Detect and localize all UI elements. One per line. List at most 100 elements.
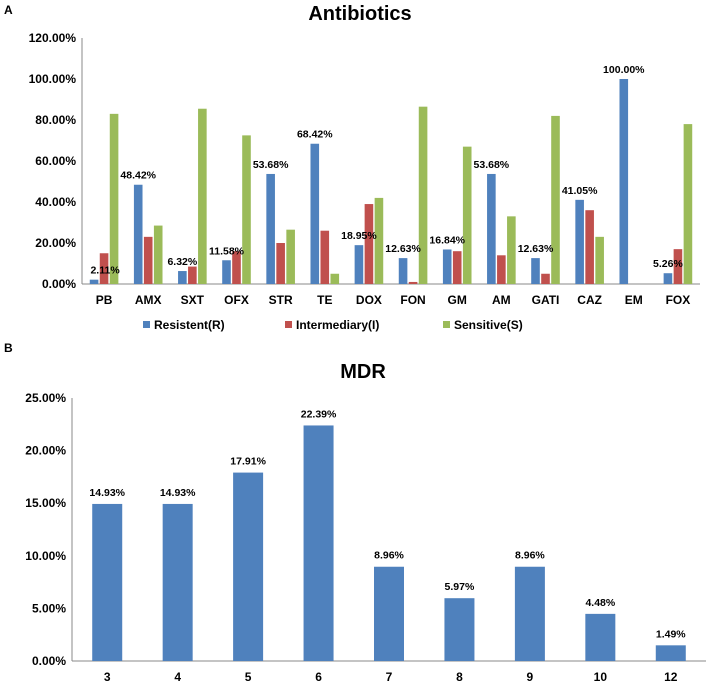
bar-resistent-r-ofx — [222, 260, 231, 284]
data-label-dox: 18.95% — [341, 230, 377, 242]
data-label-gati: 12.63% — [518, 243, 554, 255]
bars-b — [92, 425, 686, 661]
bar-intermediary-i-str — [276, 243, 285, 284]
category-label-amx: AMX — [135, 293, 162, 307]
panel-letter-b: B — [4, 341, 13, 355]
data-label-mdr-6: 22.39% — [301, 408, 337, 420]
bar-intermediary-i-gati — [541, 273, 550, 284]
bar-mdr-6 — [303, 425, 334, 661]
bar-sensitive-s-fox — [683, 124, 693, 284]
bars-a — [89, 79, 693, 285]
bar-sensitive-s-am — [507, 216, 516, 284]
bar-resistent-r-gm — [442, 249, 452, 284]
category-label-fon: FON — [400, 293, 425, 307]
data-label-gm: 16.84% — [429, 234, 465, 246]
category-label-mdr-9: 9 — [527, 670, 534, 684]
data-label-te: 68.42% — [297, 129, 333, 141]
bar-intermediary-i-pb — [99, 253, 109, 284]
category-label-am: AM — [492, 293, 511, 307]
bar-mdr-3 — [92, 503, 123, 661]
bar-sensitive-s-fon — [418, 106, 428, 284]
category-label-mdr-5: 5 — [245, 670, 252, 684]
category-label-mdr-8: 8 — [456, 670, 463, 684]
bar-mdr-8 — [444, 598, 475, 661]
category-label-pb: PB — [96, 293, 113, 307]
legend-swatch-sensitive-s — [443, 321, 450, 328]
bar-resistent-r-str — [266, 173, 275, 284]
bar-mdr-10 — [585, 613, 616, 661]
category-label-mdr-4: 4 — [174, 670, 181, 684]
y-tick-labels-a: 0.00% 20.00% 40.00% 60.00% 80.00% 100.00% 120.… — [29, 31, 77, 291]
category-label-dox: DOX — [356, 293, 382, 307]
bar-sensitive-s-amx — [153, 225, 163, 284]
bar-resistent-r-dox — [354, 245, 364, 284]
y-tick-b-3: 15.00% — [25, 496, 66, 510]
category-label-mdr-10: 10 — [594, 670, 608, 684]
bar-resistent-r-em — [619, 79, 629, 284]
bar-intermediary-i-caz — [585, 210, 594, 284]
y-tick-b-2: 10.00% — [25, 549, 66, 563]
bar-intermediary-i-ofx — [232, 251, 241, 284]
panel-a: A Antibiotics 0.00% 20.00% 40.00% 60.00% 80.… — [4, 3, 700, 332]
chart-title-mdr: MDR — [340, 361, 386, 383]
category-label-str: STR — [269, 293, 293, 307]
data-label-mdr-9: 8.96% — [515, 550, 545, 562]
data-label-mdr-3: 14.93% — [89, 487, 125, 499]
data-label-mdr-5: 17.91% — [230, 456, 266, 468]
category-label-mdr-7: 7 — [386, 670, 393, 684]
data-labels-a: 2.11% 48.42% 6.32% 11.58% 53.68% 68.42% 18.95%… — [90, 64, 683, 277]
legend-label-resistent-r: Resistent(R) — [154, 318, 225, 332]
bar-intermediary-i-sxt — [188, 266, 197, 284]
bar-sensitive-s-sxt — [198, 108, 207, 284]
bar-resistent-r-te — [310, 143, 320, 284]
y-tick-a-4: 80.00% — [35, 113, 76, 127]
bar-sensitive-s-caz — [595, 236, 604, 284]
data-label-ofx: 11.58% — [209, 245, 245, 257]
y-tick-b-4: 20.00% — [25, 444, 66, 458]
bar-intermediary-i-fon — [408, 281, 418, 284]
category-label-mdr-6: 6 — [315, 670, 322, 684]
category-label-gati: GATI — [532, 293, 560, 307]
bar-resistent-r-amx — [133, 184, 143, 284]
data-label-mdr-10: 4.48% — [585, 597, 615, 609]
y-tick-a-6: 120.00% — [29, 31, 77, 45]
category-label-mdr-3: 3 — [104, 670, 111, 684]
data-label-caz: 41.05% — [562, 185, 598, 197]
bar-mdr-12 — [655, 645, 686, 661]
bar-resistent-r-am — [487, 173, 496, 284]
data-label-mdr-8: 5.97% — [445, 581, 475, 593]
category-labels-b: 3 4 5 6 7 8 9 10 12 — [104, 670, 678, 684]
bar-resistent-r-gati — [531, 258, 540, 284]
bar-sensitive-s-gm — [462, 146, 472, 284]
legend-a: Resistent(R) Intermediary(I) Sensitive(S) — [143, 318, 523, 332]
data-labels-b: 14.93% 14.93% 17.91% 22.39% 8.96% 5.97% 8.96% 4… — [89, 408, 686, 640]
bar-intermediary-i-am — [497, 255, 506, 284]
bar-sensitive-s-str — [286, 229, 295, 284]
bar-sensitive-s-gati — [551, 115, 560, 285]
data-label-mdr-4: 14.93% — [160, 487, 196, 499]
legend-swatch-intermediary-i — [285, 321, 292, 328]
data-label-am: 53.68% — [474, 159, 510, 171]
category-label-sxt: SXT — [181, 293, 205, 307]
y-tick-a-3: 60.00% — [35, 154, 76, 168]
category-label-caz: CAZ — [577, 293, 602, 307]
panel-letter-a: A — [4, 3, 13, 17]
category-label-mdr-12: 12 — [664, 670, 678, 684]
bar-intermediary-i-dox — [364, 204, 374, 284]
bar-mdr-4 — [162, 503, 193, 661]
bar-sensitive-s-te — [330, 273, 340, 284]
data-label-str: 53.68% — [253, 159, 289, 171]
bar-intermediary-i-te — [320, 230, 330, 284]
y-tick-a-1: 20.00% — [35, 236, 76, 250]
legend-label-intermediary-i: Intermediary(I) — [296, 318, 379, 332]
y-tick-a-5: 100.00% — [29, 72, 77, 86]
bar-resistent-r-sxt — [178, 271, 187, 284]
category-label-em: EM — [625, 293, 643, 307]
y-tick-a-2: 40.00% — [35, 195, 76, 209]
bar-resistent-r-fon — [398, 258, 408, 284]
category-label-gm: GM — [448, 293, 467, 307]
bar-resistent-r-fox — [663, 273, 673, 284]
bar-intermediary-i-amx — [143, 236, 153, 284]
bar-sensitive-s-dox — [374, 197, 384, 284]
bar-mdr-9 — [514, 566, 545, 661]
